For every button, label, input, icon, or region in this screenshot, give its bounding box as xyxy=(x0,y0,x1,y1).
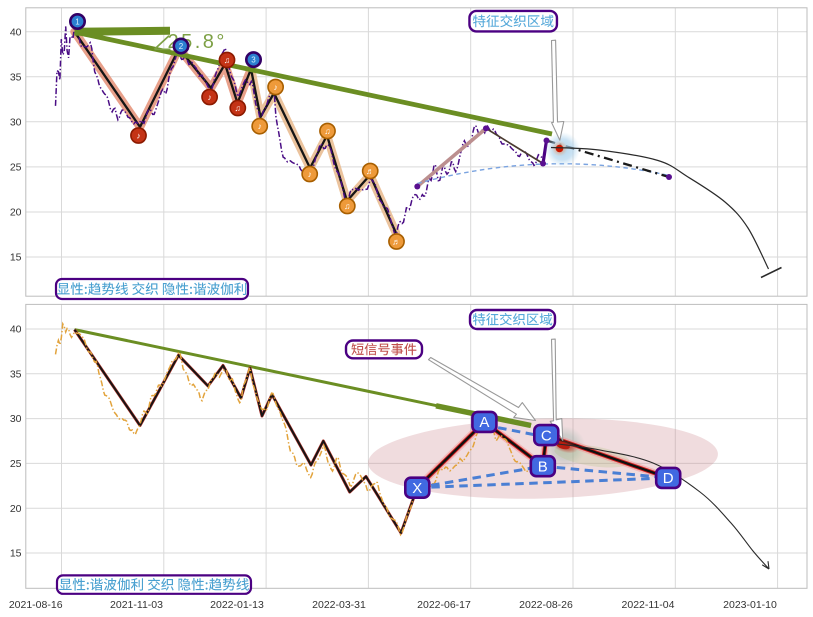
svg-text:♫: ♫ xyxy=(235,103,241,113)
svg-text:30: 30 xyxy=(10,413,22,425)
svg-text:30: 30 xyxy=(10,116,22,128)
svg-text:2022-03-31: 2022-03-31 xyxy=(312,599,366,611)
svg-text:♪: ♪ xyxy=(136,131,140,141)
svg-text:♫: ♫ xyxy=(344,201,350,211)
svg-text:A: A xyxy=(479,414,489,431)
svg-text:2021-08-16: 2021-08-16 xyxy=(9,599,63,611)
svg-text:2: 2 xyxy=(179,42,184,51)
svg-text:2021-11-03: 2021-11-03 xyxy=(110,599,163,611)
svg-text:C: C xyxy=(541,427,552,444)
svg-text:♫: ♫ xyxy=(224,55,230,65)
svg-text:♪: ♪ xyxy=(273,82,277,92)
svg-text:2022-08-26: 2022-08-26 xyxy=(519,599,573,611)
svg-text:1: 1 xyxy=(75,17,80,26)
svg-text:40: 40 xyxy=(10,26,22,38)
svg-text:35: 35 xyxy=(10,368,22,380)
svg-text:2022-11-04: 2022-11-04 xyxy=(622,599,675,611)
svg-text:♫: ♫ xyxy=(324,126,330,136)
svg-text:2022-01-13: 2022-01-13 xyxy=(210,599,264,611)
svg-text:X: X xyxy=(412,480,422,497)
svg-text:♪: ♪ xyxy=(258,121,262,131)
svg-text:25: 25 xyxy=(10,458,22,470)
svg-text:3: 3 xyxy=(251,55,256,64)
svg-text:15: 15 xyxy=(10,252,22,264)
svg-text:♬: ♬ xyxy=(392,237,401,247)
svg-text:♬: ♬ xyxy=(366,166,375,176)
svg-text:35: 35 xyxy=(10,71,22,83)
svg-text:40: 40 xyxy=(10,324,22,336)
svg-text:B: B xyxy=(538,458,548,475)
svg-text:25: 25 xyxy=(10,162,22,174)
svg-text:2022-06-17: 2022-06-17 xyxy=(417,599,471,611)
svg-text:D: D xyxy=(663,470,674,487)
svg-text:2023-01-10: 2023-01-10 xyxy=(723,599,777,611)
svg-text:20: 20 xyxy=(10,503,22,515)
svg-text:♪: ♪ xyxy=(207,92,211,102)
svg-text:♪: ♪ xyxy=(308,169,312,179)
svg-text:15: 15 xyxy=(10,548,22,560)
svg-text:20: 20 xyxy=(10,207,22,219)
